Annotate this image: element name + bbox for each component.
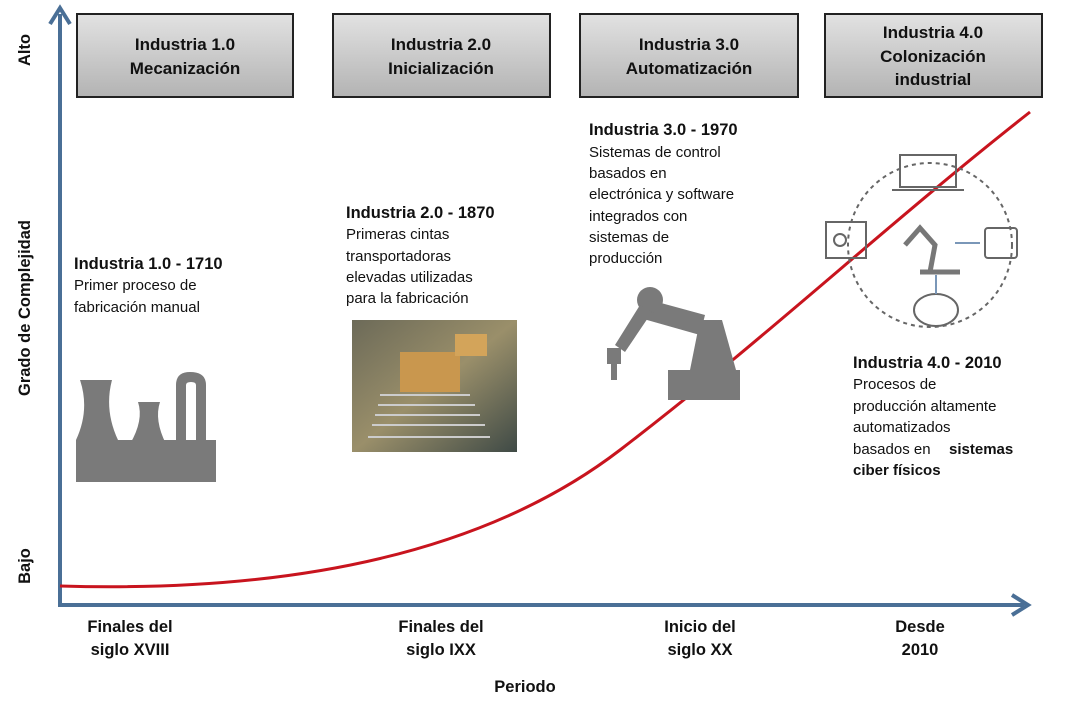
y-low-label: Bajo [16,548,34,584]
note-line: integrados con [589,208,687,225]
stage-box: Industria 3.0 Automatización [579,13,799,98]
stage-line: Industria 3.0 [639,35,739,54]
note-line: producción altamente [853,398,996,415]
stage-line: Industria 4.0 [883,23,983,42]
stage-box: Industria 2.0 Inicialización [332,13,551,98]
period-label: siglo IXX [406,641,476,659]
note-line: producción [589,250,662,267]
stage-line: Automatización [626,59,753,78]
note-title: Industria 4.0 - 2010 [853,354,1002,372]
period-label: 2010 [902,641,939,659]
stage-line: Industria 2.0 [391,35,491,54]
note-line: Sistemas de control [589,144,721,161]
note-line: automatizados [853,419,951,436]
stage-line: industrial [895,70,972,89]
period-label: Desde [895,618,945,636]
stage-box: Industria 1.0 Mecanización [76,13,294,98]
period-label: Finales del [87,618,172,636]
note-emphasis: ciber físicos [853,462,941,479]
robot-arm-icon [607,287,740,400]
note-title: Industria 2.0 - 1870 [346,204,495,222]
factory-icon [76,372,216,482]
note-line: fabricación manual [74,299,200,316]
period-label: Inicio del [664,618,736,636]
note-line: transportadoras [346,248,451,265]
period-label: siglo XVIII [91,641,170,659]
stage-line: Mecanización [130,59,241,78]
note-line: elevadas utilizadas [346,269,473,286]
note-title: Industria 3.0 - 1970 [589,121,738,139]
note-line: basados en [853,441,931,458]
period-label: Finales del [398,618,483,636]
note-line: Primer proceso de [74,277,197,294]
note-line: Procesos de [853,376,936,393]
x-axis-title: Periodo [494,678,555,696]
note-title: Industria 1.0 - 1710 [74,255,223,273]
note-line: basados en [589,165,667,182]
note-line: Primeras cintas [346,226,449,243]
y-axis-title: Grado de Complejidad [16,220,34,396]
period-label: siglo XX [667,641,732,659]
stage-line: Colonización [880,47,986,66]
stage-box: Industria 4.0 Colonización industrial [824,13,1043,98]
industry4-icon [825,154,1018,328]
stage-line: Inicialización [388,59,494,78]
y-high-label: Alto [16,34,34,66]
note-line: electrónica y software [589,186,734,203]
stage-line: Industria 1.0 [135,35,235,54]
note-emphasis: sistemas [949,441,1013,458]
note-line: para la fabricación [346,290,469,307]
growth-curve [59,110,1031,589]
conveyor-photo [352,320,517,452]
note-line: sistemas de [589,229,669,246]
axes [48,4,1032,617]
